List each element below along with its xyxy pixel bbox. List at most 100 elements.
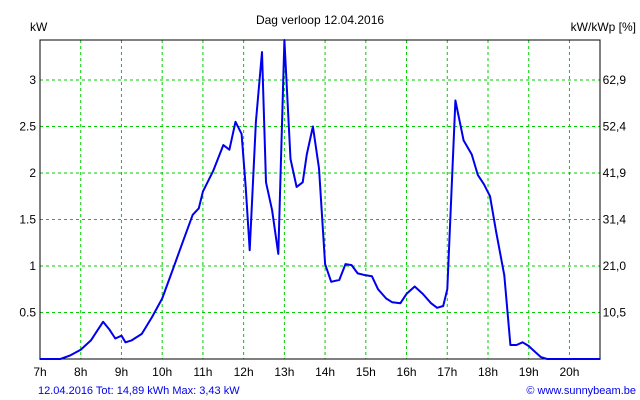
x-tick-label: 9h: [115, 365, 128, 379]
data-point: [365, 274, 367, 277]
data-point: [171, 269, 174, 272]
data-point: [454, 99, 457, 102]
y-axis-label-left: kW: [30, 20, 48, 34]
plot-border: [39, 39, 601, 360]
data-point: [120, 334, 123, 337]
data-point: [338, 279, 341, 281]
x-tick-label: 10h: [152, 365, 172, 379]
data-point: [446, 288, 449, 291]
data-point: [430, 302, 432, 304]
data-point: [255, 121, 257, 123]
data-point: [283, 39, 286, 41]
data-point: [59, 358, 62, 360]
y-tick-labels-left: 0.5 1 1.5 2 2.5 3: [19, 73, 36, 320]
data-point: [261, 51, 263, 53]
data-point: [265, 181, 267, 184]
x-tick-label: 7h: [33, 365, 46, 379]
x-tick-label: 17h: [437, 365, 457, 379]
data-point: [240, 133, 243, 135]
y-tick-label-right: 41,9: [603, 166, 627, 180]
y-tick-label-right: 31,4: [603, 212, 627, 226]
data-points: [39, 39, 601, 360]
data-point: [90, 339, 92, 342]
data-point: [462, 139, 465, 142]
y-tick-label-right: 10,5: [603, 305, 627, 319]
data-point: [49, 358, 51, 360]
data-point: [191, 214, 194, 216]
data-point: [540, 356, 542, 358]
y-tick-label-right: 52,4: [603, 119, 627, 133]
footer-copyright: © www.sunnybeam.be: [526, 385, 636, 397]
data-point: [312, 125, 314, 128]
data-point: [550, 358, 552, 360]
data-point: [295, 186, 298, 188]
data-point: [344, 263, 347, 265]
data-point: [108, 328, 111, 331]
data-point: [593, 358, 595, 360]
y-axis-label-right: kW/kWp [%]: [571, 20, 636, 34]
data-point: [39, 358, 41, 360]
data-point: [114, 337, 117, 340]
data-point: [289, 158, 292, 160]
data-point: [79, 348, 82, 351]
data-point: [521, 341, 524, 344]
footer-summary: 12.04.2016 Tot: 14,89 kWh Max: 3,43 kW: [38, 385, 240, 397]
data-point: [483, 183, 485, 185]
x-tick-labels: 7h 8h 9h 10h 11h 12h 13h 14h 15h 16h 17h 18h 19h 20h: [33, 365, 579, 379]
y-tick-label-right: 62,9: [603, 73, 627, 87]
data-point: [546, 358, 548, 360]
x-tick-label: 13h: [274, 365, 294, 379]
data-point: [161, 297, 163, 300]
data-point: [181, 241, 184, 244]
data-point: [234, 121, 237, 123]
data-point: [305, 153, 308, 156]
data-point: [96, 330, 98, 332]
data-point: [248, 249, 251, 251]
data-point: [422, 293, 424, 295]
y-tick-label-right: 21,0: [603, 259, 627, 273]
data-point: [371, 275, 373, 278]
data-point: [534, 350, 536, 353]
x-tick-label: 11h: [193, 365, 212, 379]
chart-title: Dag verloop 12.04.2016: [256, 13, 384, 27]
data-point: [124, 341, 127, 344]
data-point: [391, 301, 394, 304]
data-point: [503, 274, 506, 277]
y-tick-label-left: 2: [29, 166, 36, 180]
x-tick-label: 8h: [74, 365, 87, 379]
data-point: [470, 153, 473, 156]
data-point: [413, 285, 416, 288]
data-point: [489, 195, 491, 198]
series-line-kw: [40, 39, 600, 360]
data-point: [151, 316, 153, 318]
y-tick-label-left: 1: [29, 259, 36, 273]
x-tick-label: 19h: [519, 365, 539, 379]
data-point: [350, 264, 353, 266]
data-point: [330, 281, 333, 283]
data-point: [399, 302, 402, 304]
data-point: [301, 181, 304, 184]
data-point: [562, 358, 565, 360]
x-tick-label: 16h: [397, 365, 417, 379]
data-point: [130, 339, 133, 342]
data-point: [222, 144, 225, 146]
data-point: [318, 167, 320, 170]
data-point: [509, 344, 512, 346]
data-point: [277, 253, 280, 255]
data-point: [436, 307, 438, 309]
data-point: [212, 170, 214, 172]
x-tick-label: 12h: [234, 365, 254, 379]
data-point: [244, 186, 247, 188]
data-point: [515, 344, 518, 346]
data-point: [271, 209, 273, 211]
data-point: [102, 320, 104, 323]
data-point: [356, 272, 359, 275]
data-point: [228, 148, 231, 151]
x-tick-label: 15h: [356, 365, 376, 379]
y-tick-label-left: 0.5: [19, 305, 36, 319]
data-point: [377, 288, 379, 291]
data-point: [599, 358, 601, 360]
data-point: [405, 293, 408, 295]
x-tick-label: 18h: [478, 365, 498, 379]
